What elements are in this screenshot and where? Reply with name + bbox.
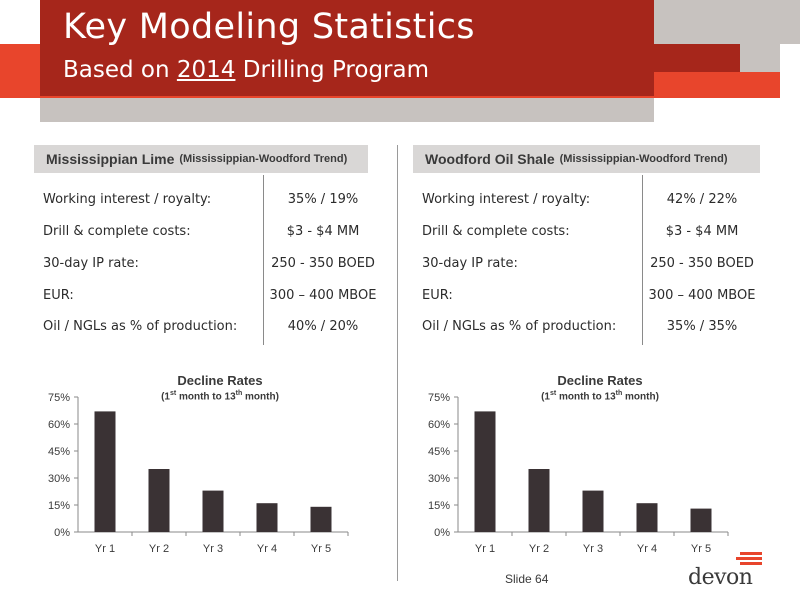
devon-logo-text: devon — [688, 565, 753, 590]
x-tick-label: Yr 5 — [311, 543, 331, 555]
y-tick-label: 60% — [428, 419, 450, 431]
panel-trend: (Mississippian-Woodford Trend) — [179, 153, 348, 165]
bar — [636, 503, 658, 532]
stats-divider-right — [642, 175, 643, 345]
bar — [148, 469, 170, 532]
x-tick-label: Yr 1 — [475, 543, 495, 555]
header-gray-accent — [654, 0, 800, 44]
y-tick-label: 15% — [48, 500, 70, 512]
y-tick-label: 15% — [428, 500, 450, 512]
decline-rates-chart-left: 0% 15% 30% 45% 60% 75% Yr 1 Yr 2 Yr 3 Yr 4 Yr 5 — [48, 392, 349, 555]
x-tick-label: Yr 4 — [257, 543, 277, 555]
subtitle-prefix: Based on — [63, 57, 177, 83]
bar — [256, 503, 278, 532]
stat-label: 30-day IP rate: — [43, 256, 139, 271]
stat-value: $3 - $4 MM — [286, 224, 360, 239]
stat-label: 30-day IP rate: — [422, 256, 518, 271]
header-title-block — [40, 0, 654, 96]
bar — [310, 506, 332, 532]
stat-label: Oil / NGLs as % of production: — [43, 319, 238, 334]
stat-value: 42% / 22% — [666, 192, 738, 207]
slide-number: Slide 64 — [505, 572, 549, 586]
stat-value: 250 - 350 BOED — [650, 256, 754, 271]
panel-name: Woodford Oil Shale — [425, 151, 555, 167]
stat-value: $3 - $4 MM — [665, 224, 739, 239]
stat-label: Oil / NGLs as % of production: — [422, 319, 617, 334]
stat-value: 250 - 350 BOED — [271, 256, 375, 271]
y-tick-label: 75% — [48, 392, 70, 404]
x-tick-label: Yr 1 — [95, 543, 115, 555]
stat-label: Drill & complete costs: — [43, 224, 191, 239]
bar — [474, 411, 496, 532]
center-divider — [397, 145, 398, 581]
bar — [582, 490, 604, 532]
decline-rates-chart-right: 0% 15% 30% 45% 60% 75% Yr 1 Yr 2 Yr 3 Yr 4 Yr 5 — [428, 392, 729, 555]
panel-header-mississippian: Mississippian Lime (Mississippian-Woodfo… — [34, 145, 368, 173]
chart-subtitle: (1st month to 13th month) — [541, 390, 659, 403]
x-tick-label: Yr 2 — [529, 543, 549, 555]
y-tick-label: 75% — [428, 392, 450, 404]
x-tick-label: Yr 5 — [691, 543, 711, 555]
header-dark-accent — [654, 44, 740, 72]
chart-title: Decline Rates — [557, 373, 643, 388]
x-tick-label: Yr 2 — [149, 543, 169, 555]
panel-header-woodford: Woodford Oil Shale (Mississippian-Woodfo… — [413, 145, 760, 173]
chart-subtitle: (1st month to 13th month) — [161, 390, 279, 403]
y-tick-label: 30% — [48, 473, 70, 485]
stat-value: 300 – 400 MBOE — [648, 288, 756, 303]
subtitle-suffix: Drilling Program — [235, 57, 430, 83]
stat-value: 35% / 35% — [666, 319, 738, 334]
y-tick-label: 0% — [434, 527, 450, 539]
stat-label: EUR: — [422, 288, 453, 303]
bar — [94, 411, 116, 532]
stat-label: EUR: — [43, 288, 74, 303]
stat-value: 40% / 20% — [287, 319, 359, 334]
panel-name: Mississippian Lime — [46, 151, 175, 167]
chart-title: Decline Rates — [177, 373, 263, 388]
stat-label: Working interest / royalty: — [422, 192, 591, 207]
y-tick-label: 0% — [54, 527, 70, 539]
header-gray-notch — [740, 44, 780, 72]
stats-divider-left — [263, 175, 264, 345]
x-tick-label: Yr 4 — [637, 543, 657, 555]
stat-value: 35% / 19% — [287, 192, 359, 207]
stat-label: Working interest / royalty: — [43, 192, 212, 207]
devon-logo-bars-icon — [736, 552, 762, 565]
y-tick-label: 60% — [48, 419, 70, 431]
y-tick-label: 30% — [428, 473, 450, 485]
bar — [690, 508, 712, 532]
y-tick-label: 45% — [428, 446, 450, 458]
bar — [528, 469, 550, 532]
panel-trend: (Mississippian-Woodford Trend) — [559, 153, 728, 165]
x-tick-label: Yr 3 — [583, 543, 603, 555]
x-tick-label: Yr 3 — [203, 543, 223, 555]
page-title: Key Modeling Statistics — [63, 7, 475, 47]
stat-label: Drill & complete costs: — [422, 224, 570, 239]
stat-value: 300 – 400 MBOE — [269, 288, 377, 303]
page-subtitle: Based on 2014 Drilling Program — [63, 57, 429, 83]
subtitle-year: 2014 — [176, 57, 236, 83]
bar — [202, 490, 224, 532]
y-tick-label: 45% — [48, 446, 70, 458]
